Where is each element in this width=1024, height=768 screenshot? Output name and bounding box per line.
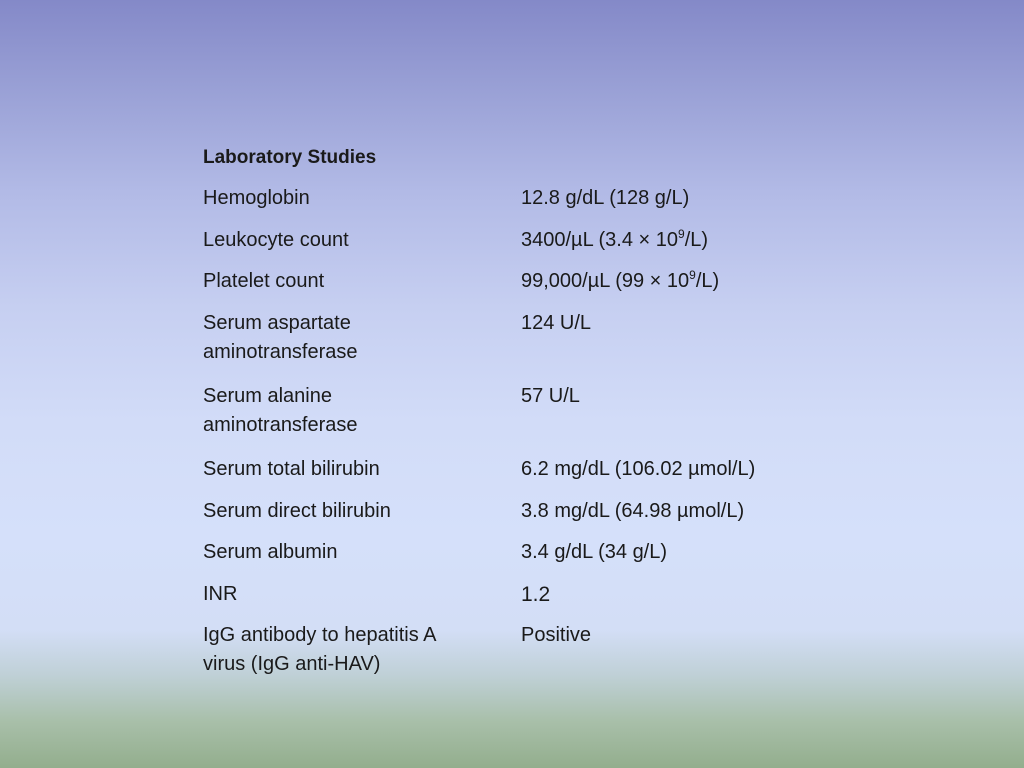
row-value: Positive xyxy=(521,624,592,646)
row-value: 3400/µL (3.4 × 109/L) xyxy=(521,226,708,255)
row-value: 3.4 g/dL (34 g/L) xyxy=(521,541,668,563)
row-label-line: aminotransferase xyxy=(203,341,358,363)
row-label: Platelet count xyxy=(203,270,325,292)
row-label: IgG antibody to hepatitis A virus (IgG a… xyxy=(203,621,503,679)
row-value: 1.2 xyxy=(521,583,551,606)
value-exponent: 9 xyxy=(689,268,696,282)
row-label: Serum alanine aminotransferase xyxy=(203,382,503,440)
row-label-line: Serum alanine xyxy=(203,385,332,407)
value-text: 3400/µL (3.4 × 10 xyxy=(521,229,679,251)
table-heading: Laboratory Studies xyxy=(203,147,377,168)
row-label-line: IgG antibody to hepatitis A xyxy=(203,624,437,646)
row-label: Serum aspartate aminotransferase xyxy=(203,309,503,367)
row-label-line: aminotransferase xyxy=(203,414,358,436)
row-value: 124 U/L xyxy=(521,312,592,334)
row-label-line: virus (IgG anti-HAV) xyxy=(203,653,381,675)
value-unit: /L) xyxy=(695,270,720,292)
row-value: 99,000/µL (99 × 109/L) xyxy=(521,267,719,296)
row-value: 57 U/L xyxy=(521,385,580,407)
row-label: Serum albumin xyxy=(203,541,338,563)
row-value: 6.2 mg/dL (106.02 µmol/L) xyxy=(521,458,756,480)
row-label: Serum total bilirubin xyxy=(203,458,380,480)
value-text: 99,000/µL (99 × 10 xyxy=(521,270,690,292)
row-value: 3.8 mg/dL (64.98 µmol/L) xyxy=(521,500,745,522)
row-value: 12.8 g/dL (128 g/L) xyxy=(521,187,690,209)
row-label: Serum direct bilirubin xyxy=(203,500,391,522)
row-label: Leukocyte count xyxy=(203,229,349,251)
row-label: INR xyxy=(203,583,238,605)
value-unit: /L) xyxy=(684,229,709,251)
row-label: Hemoglobin xyxy=(203,187,310,209)
value-exponent: 9 xyxy=(678,227,685,241)
row-label-line: Serum aspartate xyxy=(203,312,351,334)
